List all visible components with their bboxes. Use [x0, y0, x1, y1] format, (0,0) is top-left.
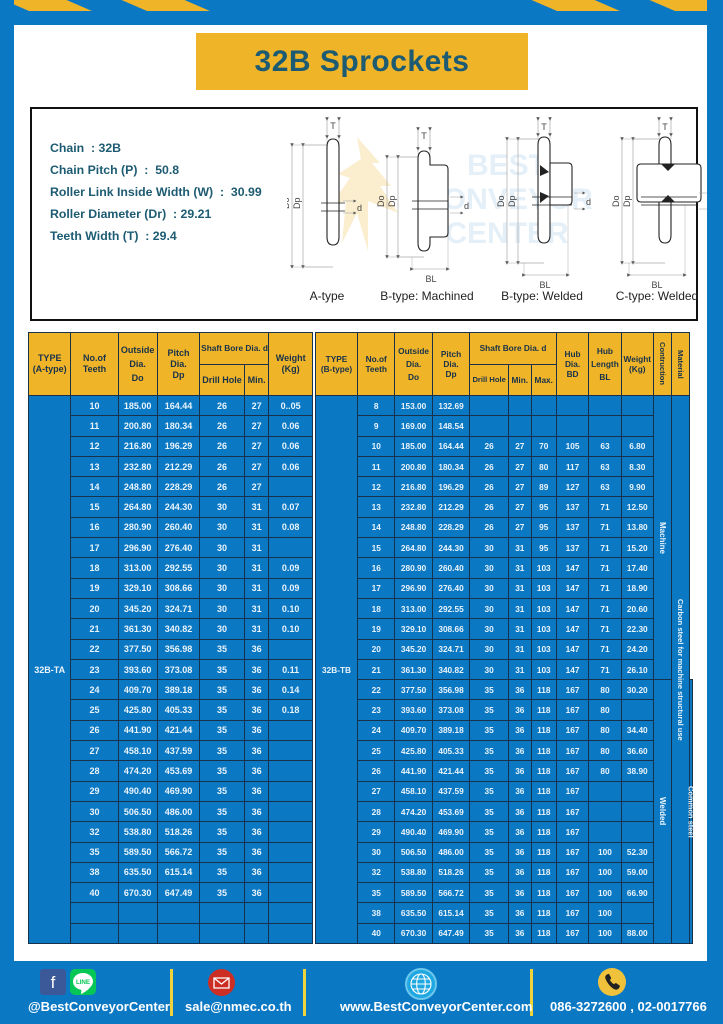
svg-text:Dp: Dp: [622, 195, 632, 207]
svg-text:Dp: Dp: [507, 195, 517, 207]
svg-text:Dp: Dp: [292, 197, 302, 209]
svg-text:A-type: A-type: [310, 289, 345, 303]
svg-text:Dp: Dp: [387, 195, 397, 207]
svg-text:Do: Do: [496, 195, 506, 207]
svg-text:T: T: [541, 122, 547, 132]
svg-text:d: d: [357, 203, 362, 213]
svg-text:C-type: Welded: C-type: Welded: [616, 289, 698, 303]
svg-text:B-type: Machined: B-type: Machined: [380, 289, 473, 303]
svg-text:d: d: [464, 201, 469, 211]
svg-text:Do: Do: [287, 197, 291, 209]
svg-text:Do: Do: [376, 195, 386, 207]
svg-text:T: T: [330, 121, 336, 131]
svg-text:d: d: [586, 197, 591, 207]
svg-text:BL: BL: [425, 274, 436, 284]
svg-text:T: T: [421, 131, 427, 141]
svg-text:T: T: [662, 122, 668, 132]
svg-text:f: f: [51, 973, 56, 992]
svg-text:B-type: Welded: B-type: Welded: [501, 289, 583, 303]
svg-text:Do: Do: [611, 195, 621, 207]
svg-text:LINE: LINE: [76, 979, 90, 986]
